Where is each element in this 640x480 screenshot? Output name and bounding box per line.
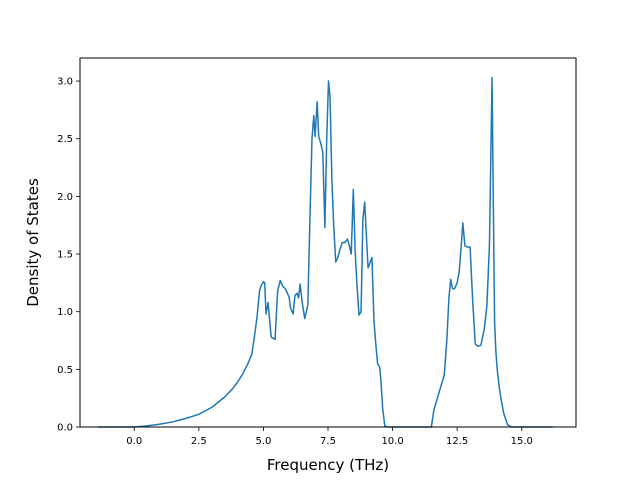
y-tick-label: 0.5 [57,365,73,376]
plot-frame [79,57,577,428]
x-axis-label: Frequency (THz) [267,456,389,474]
x-tick-label: 5.0 [255,436,271,447]
y-axis-label: Density of States [24,178,42,307]
y-tick-label: 1.0 [57,307,73,318]
y-tick-label: 3.0 [57,77,73,88]
y-axis-ticks: 0.0 0.5 1.0 1.5 2.0 2.5 3.0 [57,77,80,434]
x-tick-label: 0.0 [126,436,142,447]
x-tick-label: 2.5 [191,436,207,447]
y-tick-label: 2.0 [57,192,73,203]
y-tick-label: 1.5 [57,250,73,261]
y-tick-label: 2.5 [57,134,73,145]
x-tick-label: 12.5 [446,436,468,447]
series-lines [98,76,553,428]
x-tick-label: 15.0 [511,436,533,447]
x-tick-label: 10.0 [381,436,403,447]
x-tick-label: 7.5 [320,436,336,447]
dos-series-line-0 [98,76,553,428]
y-tick-label: 0.0 [57,423,73,434]
x-axis-ticks: 0.0 2.5 5.0 7.5 10.0 12.5 15.0 [126,427,533,447]
